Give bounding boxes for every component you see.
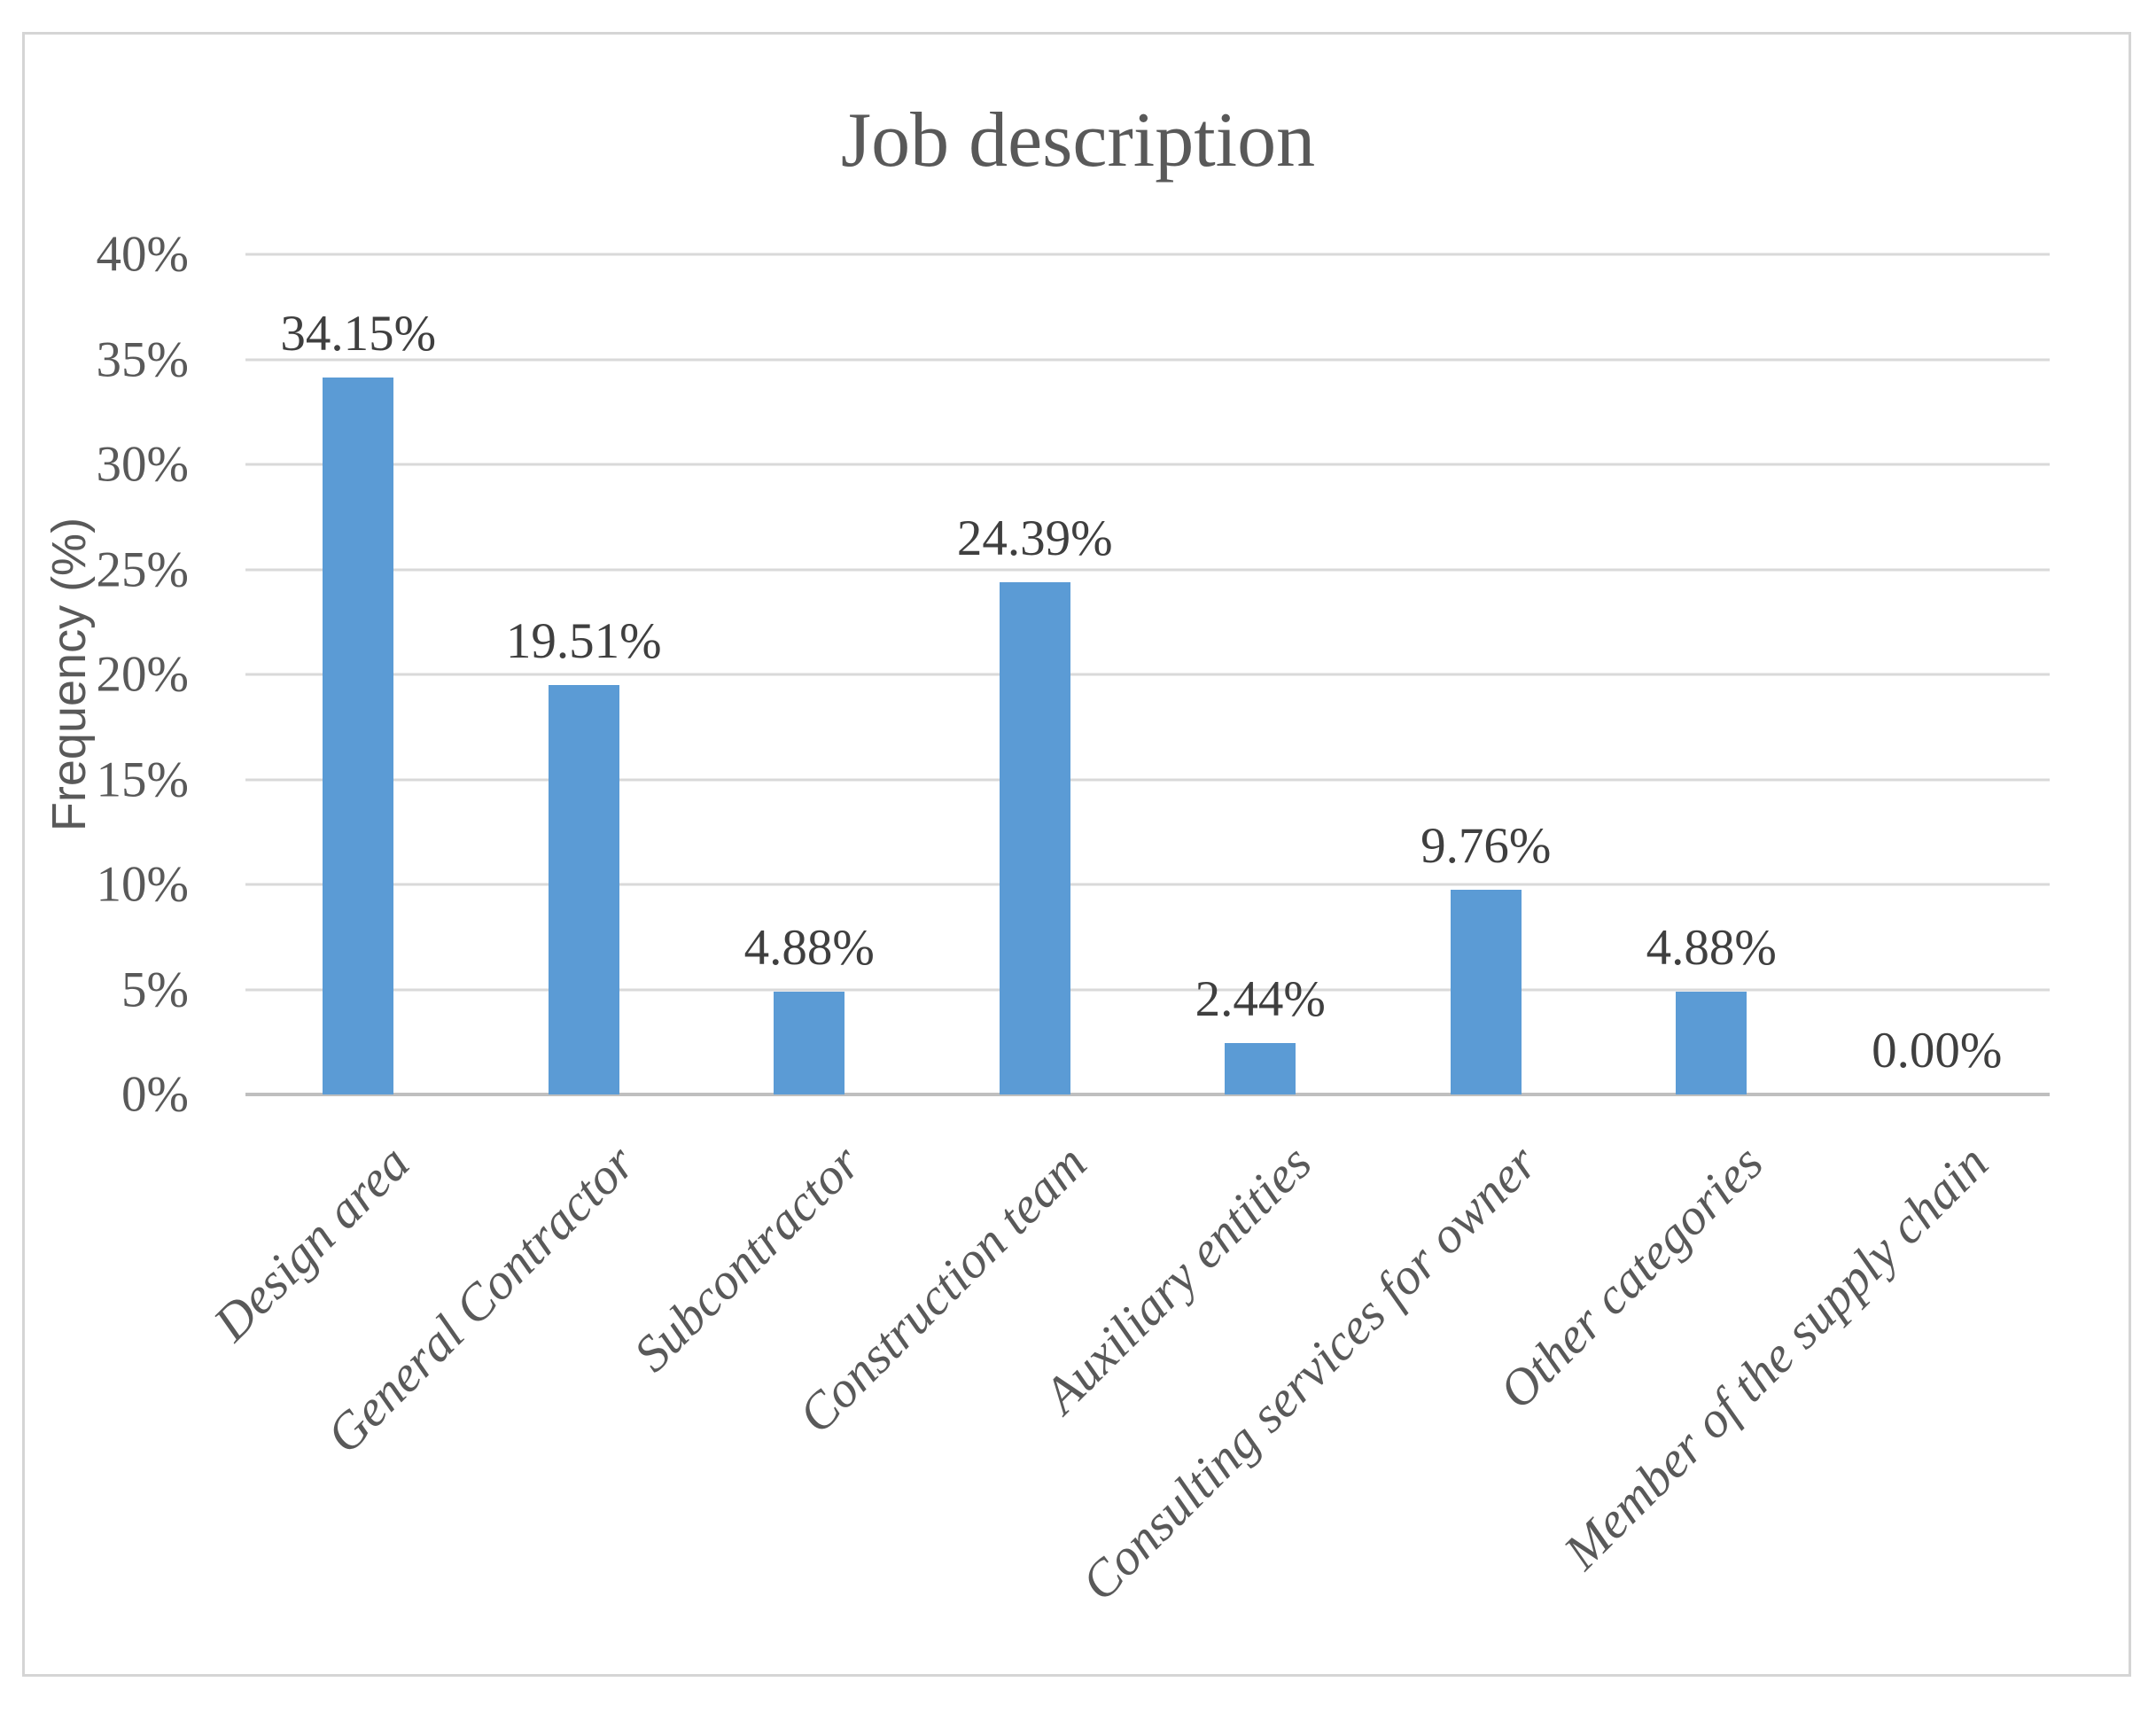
bar-value-label: 19.51%: [505, 613, 662, 669]
y-tick-label: 0%: [121, 1066, 189, 1123]
gridline: [245, 673, 2050, 676]
x-tick-label: Member of the supply chain: [1553, 1133, 2000, 1581]
gridline: [245, 988, 2050, 991]
x-tick-label: Subcontractor: [622, 1133, 872, 1382]
y-tick-label: 40%: [96, 226, 189, 283]
chart-title: Job description: [840, 97, 1316, 183]
y-tick-label: 25%: [96, 541, 189, 597]
y-tick-label: 30%: [96, 436, 189, 493]
bar: [1450, 890, 1522, 1094]
gridline: [245, 883, 2050, 886]
bar: [999, 582, 1070, 1094]
bar-value-label: 34.15%: [280, 306, 437, 362]
bar: [1676, 992, 1747, 1094]
y-tick-label: 35%: [96, 331, 189, 387]
x-axis-category-labels: Design area General Contractor Subcontract…: [202, 1133, 2050, 1702]
gridline: [245, 463, 2050, 466]
gridline: [245, 778, 2050, 781]
bar: [774, 992, 845, 1094]
bar: [1225, 1043, 1296, 1094]
gridline: [245, 568, 2050, 571]
bar: [323, 378, 394, 1094]
y-tick-label: 5%: [121, 962, 189, 1017]
x-tick-label: Consulting services for owner: [1070, 1133, 1549, 1612]
plot-area: 34.15% 19.51% 4.88% 24.39% 2.44% 9.76% 4.88% 0.…: [245, 253, 2050, 1096]
bar-value-label: 24.39%: [956, 510, 1113, 566]
y-tick-label: 10%: [96, 856, 189, 913]
bar: [548, 685, 619, 1094]
y-tick-label: 20%: [96, 646, 189, 703]
bar-value-label: 4.88%: [743, 920, 875, 976]
bar-value-label: 2.44%: [1195, 971, 1326, 1027]
x-axis-line: [245, 1093, 2050, 1096]
y-axis-tick-labels: 0% 5% 10% 15% 20% 25% 30% 35% 40%: [0, 230, 189, 1120]
bar-value-label: 0.00%: [1872, 1023, 2003, 1079]
bar-value-label: 4.88%: [1646, 920, 1777, 976]
gridline: [245, 358, 2050, 361]
y-tick-label: 15%: [96, 751, 189, 807]
gridline: [245, 253, 2050, 256]
bar-value-label: 9.76%: [1420, 818, 1552, 874]
